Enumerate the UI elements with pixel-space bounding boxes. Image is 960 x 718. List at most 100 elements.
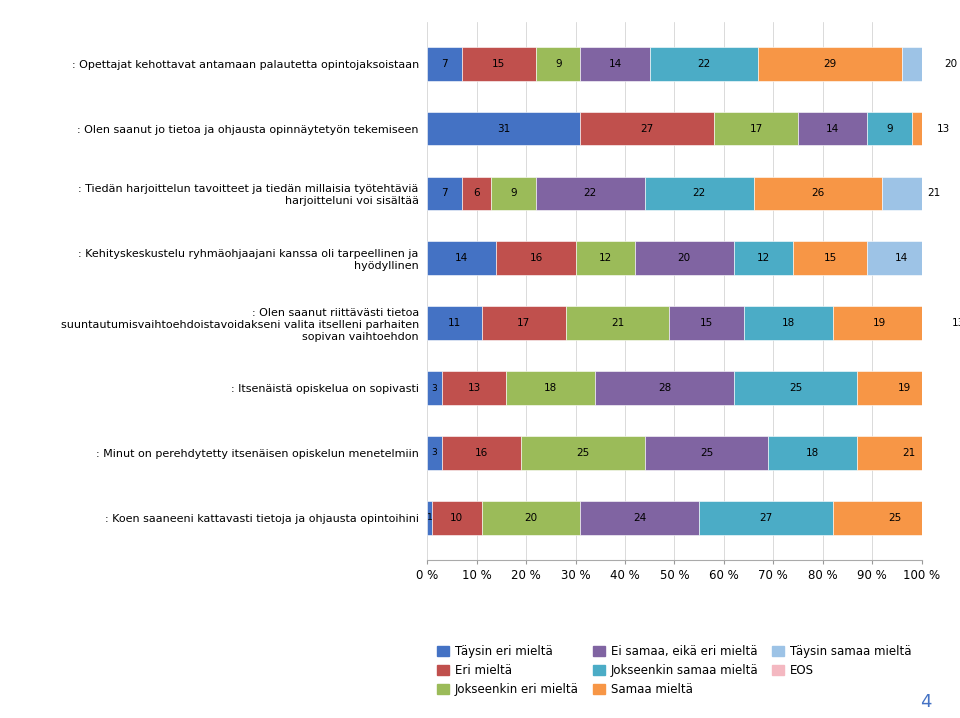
Bar [427,241,496,275]
Text: 25: 25 [700,448,713,458]
Bar [492,177,536,210]
Text: 18: 18 [544,383,558,393]
Bar [768,436,857,470]
Text: 22: 22 [697,59,710,69]
Text: 25: 25 [789,383,803,393]
Text: 13: 13 [952,318,960,328]
Bar [857,371,951,405]
Bar [427,436,442,470]
Bar [595,371,733,405]
Bar [832,501,956,535]
Bar [565,307,669,340]
Text: 12: 12 [756,253,770,264]
Bar [635,241,733,275]
Text: 14: 14 [895,253,908,264]
Bar [581,112,714,146]
Text: 9: 9 [555,59,562,69]
Text: 15: 15 [492,59,506,69]
Text: 11: 11 [447,318,461,328]
Bar [645,436,768,470]
Bar [427,371,442,405]
Text: 7: 7 [442,59,447,69]
Bar [754,177,882,210]
Bar [832,307,926,340]
Bar [645,177,754,210]
Bar [521,436,645,470]
Text: 12: 12 [598,253,612,264]
Bar [536,47,581,80]
Text: 17: 17 [750,123,762,134]
Text: 27: 27 [759,513,773,523]
Text: 3: 3 [432,383,438,393]
Text: 13: 13 [937,123,950,134]
Bar [936,241,960,275]
Bar [699,501,832,535]
Text: 27: 27 [640,123,654,134]
Text: 7: 7 [442,188,447,198]
Text: 1: 1 [427,513,433,523]
Bar [714,112,798,146]
Text: 22: 22 [692,188,706,198]
Text: 21: 21 [611,318,624,328]
Bar [901,47,960,80]
Text: 24: 24 [634,513,646,523]
Legend: Täysin eri mieltä, Eri mieltä, Jokseenkin eri mieltä, Ei samaa, eikä eri mieltä,: Täysin eri mieltä, Eri mieltä, Jokseenki… [434,641,915,699]
Text: 19: 19 [873,318,886,328]
Text: 15: 15 [700,318,713,328]
Bar [951,371,960,405]
Text: 17: 17 [517,318,530,328]
Bar [669,307,744,340]
Bar [482,307,565,340]
Text: 16: 16 [529,253,542,264]
Text: 29: 29 [824,59,837,69]
Text: 21: 21 [902,448,916,458]
Bar [744,307,832,340]
Bar [857,436,960,470]
Text: 19: 19 [898,383,911,393]
Text: 28: 28 [658,383,671,393]
Text: 20: 20 [678,253,691,264]
Bar [427,307,482,340]
Text: 14: 14 [609,59,622,69]
Bar [427,112,581,146]
Text: 13: 13 [468,383,481,393]
Bar [575,241,635,275]
Text: 20: 20 [945,59,958,69]
Text: 25: 25 [888,513,901,523]
Bar [733,371,857,405]
Text: 15: 15 [824,253,837,264]
Bar [956,501,960,535]
Bar [581,47,650,80]
Text: 10: 10 [450,513,464,523]
Bar [882,177,960,210]
Bar [733,241,793,275]
Text: 22: 22 [584,188,597,198]
Bar [650,47,758,80]
Text: 21: 21 [927,188,941,198]
Bar [912,112,960,146]
Bar [442,371,506,405]
Text: 14: 14 [455,253,468,264]
Text: 26: 26 [811,188,825,198]
Bar [427,501,432,535]
Text: 6: 6 [473,188,480,198]
Bar [758,47,901,80]
Bar [462,47,536,80]
Bar [462,177,492,210]
Text: 4: 4 [920,693,931,711]
Text: 31: 31 [497,123,511,134]
Text: 18: 18 [806,448,820,458]
Bar [496,241,575,275]
Bar [581,501,699,535]
Text: 16: 16 [475,448,489,458]
Text: 18: 18 [781,318,795,328]
Text: 9: 9 [511,188,517,198]
Text: 20: 20 [524,513,538,523]
Bar [482,501,581,535]
Bar [793,241,867,275]
Bar [926,307,960,340]
Text: 25: 25 [576,448,589,458]
Bar [536,177,645,210]
Bar [442,436,521,470]
Bar [867,241,936,275]
